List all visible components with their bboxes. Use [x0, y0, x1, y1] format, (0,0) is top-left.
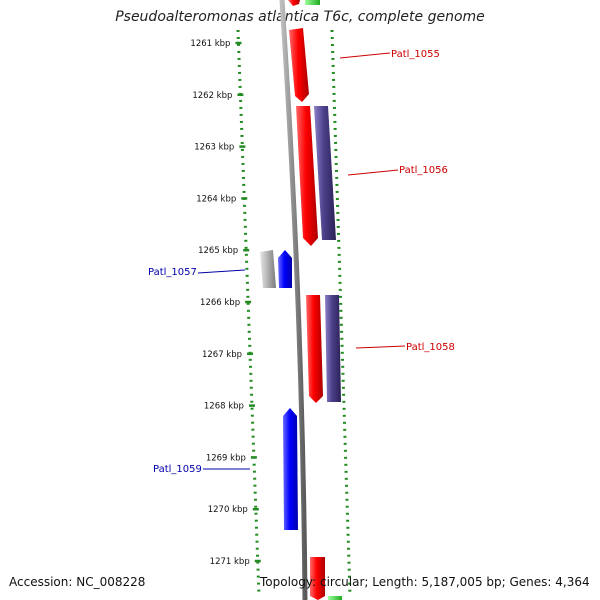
gene-arrow-patl-1056-red[interactable] — [296, 106, 318, 246]
leader-line-patl-1056 — [347, 169, 399, 176]
gene-arrow-patl-1059[interactable] — [283, 408, 298, 530]
scale-tick-label: 1262 kbp — [192, 91, 232, 101]
scale-ticks: 1261 kbp 1262 kbp 1263 kbp 1264 kbp 1265 kbp… — [190, 39, 261, 567]
gene-arrow-patl-1055[interactable] — [289, 28, 309, 102]
leader-line-patl-1057 — [197, 269, 246, 274]
gene-label-lines — [197, 52, 406, 470]
scale-tick-label: 1265 kbp — [198, 246, 238, 256]
scale-tick-label: 1270 kbp — [208, 505, 248, 515]
gene-label-patl-1058[interactable]: Patl_1058 — [406, 342, 455, 353]
gene-arrow-partial-bottom-red[interactable] — [310, 557, 325, 600]
gene-labels: Patl_1055 Patl_1056 Patl_1057 Patl_1058 … — [148, 49, 455, 475]
accession-text: Accession: NC_008228 — [9, 575, 146, 589]
scale-tick-label: 1269 kbp — [206, 453, 246, 463]
leader-line-patl-1055 — [339, 52, 391, 59]
scale-tick-label: 1271 kbp — [210, 557, 250, 567]
genome-backbone — [279, 0, 308, 600]
scale-tick-label: 1266 kbp — [200, 298, 240, 308]
gene-label-patl-1059[interactable]: Patl_1059 — [153, 464, 202, 475]
gene-arrow-partial-bottom-green[interactable] — [328, 596, 342, 600]
gene-label-patl-1056[interactable]: Patl_1056 — [399, 165, 448, 176]
leader-line-patl-1058 — [355, 345, 406, 349]
gene-label-patl-1055[interactable]: Patl_1055 — [391, 49, 440, 60]
gene-label-patl-1057[interactable]: Patl_1057 — [148, 267, 197, 278]
gene-features — [260, 0, 342, 600]
map-title: Pseudoalteromonas atlantica T6c, complet… — [115, 9, 485, 25]
scale-tick-label: 1264 kbp — [196, 194, 236, 204]
gene-arrow-patl-1058-red[interactable] — [306, 295, 323, 403]
scale-tick-label: 1263 kbp — [194, 143, 234, 153]
gene-arrow-partial-top-green[interactable] — [305, 0, 320, 5]
scale-tick-label: 1268 kbp — [204, 402, 244, 412]
gene-arrow-partial-top-red[interactable] — [288, 0, 300, 6]
scale-tick-label: 1261 kbp — [190, 39, 230, 49]
gene-arrow-patl-1057-blue[interactable] — [278, 250, 292, 288]
gene-arrow-patl-1057-gray[interactable] — [260, 250, 276, 288]
genome-summary-text: Topology: circular; Length: 5,187,005 bp… — [260, 575, 590, 589]
gene-arrow-patl-1056-purple[interactable] — [314, 106, 336, 240]
scale-tick-label: 1267 kbp — [202, 350, 242, 360]
gene-arrow-patl-1058-purple[interactable] — [325, 295, 341, 402]
